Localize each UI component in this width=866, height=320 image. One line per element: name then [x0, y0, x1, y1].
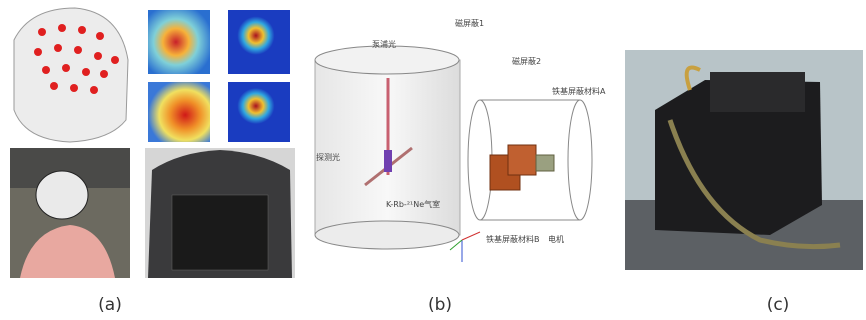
shield-top [315, 46, 459, 74]
panel-label: (b) [428, 295, 452, 315]
panel-label: (a) [98, 295, 122, 315]
material-a [508, 145, 536, 175]
annotation: 铁基屏蔽材料A [552, 86, 606, 96]
heatmap [228, 82, 290, 142]
heatmap [148, 82, 210, 142]
shield-2-right [568, 100, 592, 220]
panel-c [625, 50, 863, 270]
figure: 磁屏蔽1 泵浦光 磁屏蔽2 铁基屏蔽材料A 探测光 K-Rb-²¹Ne气室 铁基… [0, 0, 866, 320]
panel-a [10, 8, 295, 278]
panel-b [315, 46, 592, 262]
panel-label: (c) [767, 295, 790, 315]
annotation: 铁基屏蔽材料B [486, 234, 540, 244]
axis [462, 232, 480, 240]
heatmap [228, 10, 290, 74]
annotation: 磁屏蔽1 [455, 18, 484, 28]
shield-bottom [315, 221, 459, 249]
annotation: K-Rb-²¹Ne气室 [386, 199, 440, 209]
helmet [36, 171, 88, 219]
shield-2-left [468, 100, 492, 220]
annotation: 磁屏蔽2 [512, 56, 541, 66]
vapor-cell [384, 150, 392, 172]
head-mesh [14, 8, 128, 142]
sensor-grid [172, 195, 268, 270]
heatmap [148, 10, 210, 74]
device-top [710, 72, 805, 112]
annotation: 探测光 [316, 152, 340, 162]
motor [536, 155, 554, 171]
annotation: 泵浦光 [372, 39, 396, 49]
annotation: 电机 [548, 234, 564, 244]
